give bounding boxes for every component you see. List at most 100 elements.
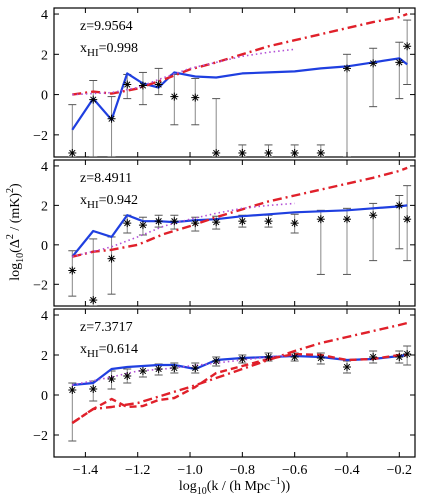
data-point-marker — [154, 217, 163, 226]
data-point-marker — [342, 363, 351, 371]
annotation-redshift: z=9.9564 — [80, 19, 133, 34]
x-tick-label: −0.2 — [387, 463, 412, 478]
marker-stroke — [265, 353, 272, 361]
annotation-xhi-subscript: HI — [87, 199, 99, 211]
annotation-redshift: z=8.4911 — [80, 171, 132, 186]
y-tick-label: 4 — [41, 160, 48, 175]
data-point-marker — [238, 217, 247, 226]
data-point-marker — [89, 296, 98, 305]
marker-stroke — [317, 354, 324, 362]
marker-stroke — [317, 149, 324, 157]
annotation-xhi-value: =0.998 — [99, 41, 138, 56]
data-point-marker — [123, 372, 132, 380]
marker-stroke — [343, 65, 351, 72]
annotation-neutral-fraction: xHI=0.614 — [80, 342, 138, 360]
marker-stroke — [108, 375, 115, 383]
error-bar — [107, 96, 116, 157]
series-line-dotted-magenta — [72, 202, 295, 258]
error-bar — [369, 47, 378, 108]
marker-stroke — [108, 115, 115, 122]
marker-stroke — [396, 353, 403, 361]
marker-stroke — [369, 353, 377, 361]
data-point-marker — [238, 355, 247, 363]
panel-3: −2 0 2 4 z=7.3717 xHI=0.614 −1.4 −1.2 −1.0 −0.8 −0… — [33, 308, 416, 478]
y-tick-label: 0 — [41, 389, 48, 404]
marker-stroke — [396, 59, 403, 66]
marker-stroke — [69, 267, 76, 274]
marker-stroke — [213, 357, 220, 365]
marker-stroke — [192, 364, 199, 372]
data-point-marker — [212, 357, 221, 365]
marker-stroke — [239, 355, 246, 363]
y-axis-label: log10(Δ2 / (mK)2) — [5, 183, 26, 281]
y-tick-label: 0 — [41, 239, 48, 254]
panel-2: −2 0 2 4 z=8.4911 xHI=0.942 — [33, 159, 416, 307]
annotation-xhi-value: =0.614 — [99, 342, 138, 357]
data-point-marker — [89, 95, 98, 104]
x-tick-label: −1.0 — [177, 463, 202, 478]
y-tick-label: −2 — [33, 129, 48, 144]
annotation-xhi-subscript: HI — [87, 348, 99, 360]
marker-stroke — [403, 216, 411, 223]
marker-stroke — [291, 219, 298, 227]
data-point-marker — [395, 201, 404, 210]
marker-stroke — [317, 216, 324, 223]
marker-stroke — [171, 218, 178, 225]
y-tick-label: 4 — [41, 8, 48, 23]
marker-stroke — [396, 202, 403, 209]
data-point-marker — [191, 219, 200, 228]
marker-stroke — [171, 93, 178, 100]
data-point-marker — [89, 385, 98, 393]
marker-stroke — [155, 365, 162, 373]
x-tick-label: −0.6 — [282, 463, 307, 478]
data-point-marker — [316, 215, 325, 224]
annotation-neutral-fraction: xHI=0.942 — [80, 193, 138, 211]
data-point-marker — [264, 217, 273, 226]
data-point-marker — [290, 353, 299, 361]
marker-stroke — [69, 386, 76, 394]
marker-stroke — [265, 218, 272, 225]
marker-stroke — [90, 296, 97, 304]
data-point-marker — [264, 148, 273, 157]
annotation-neutral-fraction: xHI=0.998 — [80, 41, 138, 59]
marker-stroke — [124, 81, 131, 88]
y-tick-label: 2 — [41, 48, 48, 63]
marker-stroke — [171, 364, 178, 372]
marker-stroke — [403, 350, 411, 358]
data-point-marker — [170, 364, 179, 372]
data-point-marker — [316, 148, 325, 157]
x-tick-label: −1.4 — [73, 463, 98, 478]
marker-stroke — [90, 385, 97, 393]
marker-stroke — [139, 367, 147, 375]
data-point-marker — [68, 386, 77, 394]
y-tick-label: −2 — [33, 278, 48, 293]
annotation-xhi-value: =0.942 — [99, 193, 138, 208]
marker-stroke — [403, 43, 411, 50]
data-point-marker — [107, 114, 116, 123]
panel-1: −2 0 2 4 z=9.9564 xHI=0.998 — [33, 7, 416, 158]
data-point-marker — [107, 254, 116, 263]
marker-stroke — [369, 60, 377, 67]
annotation-xhi-subscript: HI — [87, 47, 99, 59]
x-tick-label: −1.2 — [125, 463, 150, 478]
y-tick-label: 2 — [41, 349, 48, 364]
annotation-xhi-symbol: x — [80, 193, 87, 208]
marker-stroke — [69, 149, 76, 157]
y-tick-label: 4 — [41, 309, 48, 324]
data-point-marker — [342, 215, 351, 224]
data-point-marker — [123, 219, 132, 228]
plot-frame — [53, 308, 416, 458]
data-point-marker — [403, 350, 412, 358]
error-bar — [68, 104, 77, 157]
marker-stroke — [291, 353, 298, 361]
data-point-marker — [191, 364, 200, 372]
x-axis-label: log10(k / (h Mpc−1)) — [179, 476, 291, 497]
data-point-marker — [369, 353, 378, 361]
marker-stroke — [343, 216, 351, 223]
marker-stroke — [90, 96, 97, 103]
marker-stroke — [108, 255, 115, 262]
annotation-xhi-symbol: x — [80, 342, 87, 357]
data-point-marker — [395, 58, 404, 67]
y-tick-label: 2 — [41, 199, 48, 214]
data-point-marker — [342, 64, 351, 73]
